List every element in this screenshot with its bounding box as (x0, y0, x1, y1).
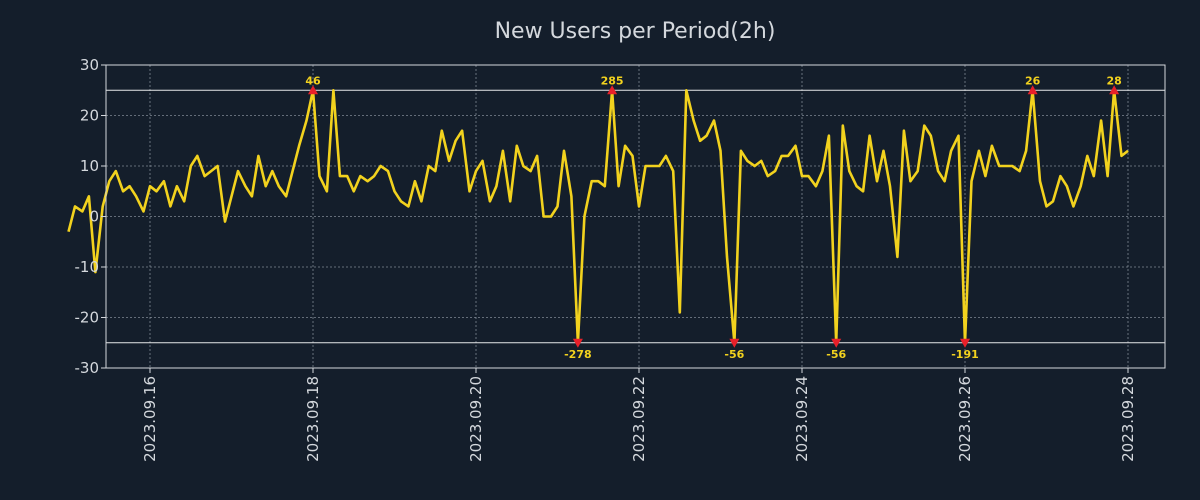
series-group (67, 89, 1129, 345)
y-axis: 30 20 10 0 -10 -20 -30 (75, 56, 106, 377)
x-tick-label: 2023.09.16 (141, 376, 159, 462)
chart-title: New Users per Period(2h) (495, 19, 776, 44)
peak-marker (960, 338, 970, 348)
y-tick-label: 20 (80, 107, 99, 125)
peak-label: -278 (564, 348, 592, 361)
peak-label: -56 (826, 348, 846, 361)
y-tick-label: -20 (75, 309, 100, 327)
series-line (67, 89, 1129, 345)
x-tick-label: 2023.09.20 (467, 376, 485, 462)
peak-marker (1027, 85, 1038, 95)
peak-label: -56 (724, 348, 744, 361)
y-tick-label: 0 (89, 208, 99, 226)
y-tick-label: -10 (75, 258, 100, 276)
peak-marker (308, 85, 318, 95)
grid (106, 65, 1165, 368)
peak-label: 285 (601, 74, 624, 87)
peak-marker (729, 338, 740, 348)
x-tick-label: 2023.09.24 (793, 376, 811, 462)
y-tick-label: -30 (75, 359, 100, 377)
y-tick-label: 30 (80, 56, 99, 74)
peak-label: 28 (1106, 74, 1121, 87)
clip-limit-lines (106, 89, 1165, 344)
peak-markers: 46 285 26 28 -278 -56 -56 -191 (305, 74, 1121, 361)
x-tick-label: 2023.09.26 (956, 376, 974, 462)
x-tick-label: 2023.09.28 (1119, 376, 1137, 462)
peak-label: 46 (305, 74, 321, 87)
peak-label: 26 (1025, 74, 1041, 87)
peak-marker (1109, 85, 1120, 95)
peak-marker (607, 85, 618, 95)
peak-label: -191 (951, 348, 979, 361)
peak-marker (831, 338, 842, 348)
x-axis: 2023.09.16 2023.09.18 2023.09.20 2023.09.22… (141, 368, 1137, 462)
x-tick-label: 2023.09.22 (630, 376, 648, 462)
x-tick-label: 2023.09.18 (304, 376, 322, 462)
y-tick-label: 10 (80, 157, 99, 175)
peak-marker (572, 338, 583, 348)
